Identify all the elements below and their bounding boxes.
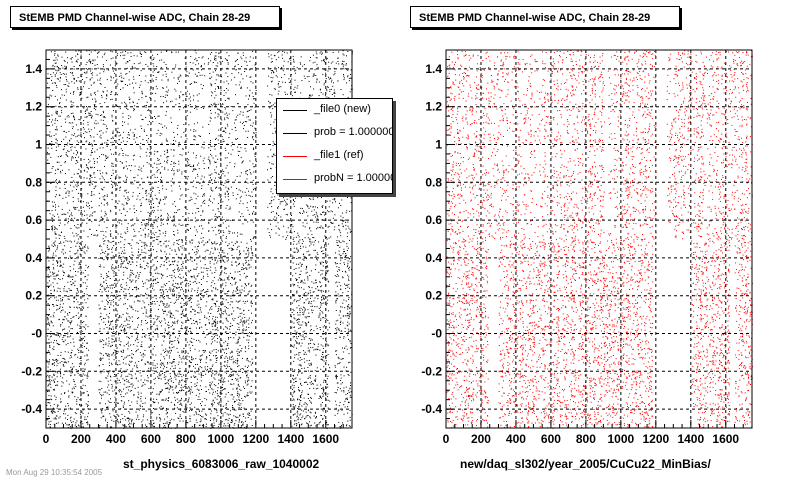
right-y-tick-label-4: 0.4	[425, 251, 442, 265]
left-legend: _file0 (new) prob = 1.000000 _file1 (ref…	[276, 98, 393, 194]
right-y-tick-label-9: 1.4	[425, 62, 442, 76]
right-x-tick-label-800: 800	[576, 432, 596, 446]
left-y-tick-label-9: 1.4	[25, 62, 42, 76]
right-x-tick-label-1000: 1000	[608, 432, 635, 446]
legend-swatch-probn	[283, 179, 307, 180]
right-x-tick-label-1200: 1200	[642, 432, 669, 446]
right-y-tick-label-2: -0	[431, 327, 442, 341]
right-x-tick-label-0: 0	[443, 432, 450, 446]
right-x-tick-label-1400: 1400	[677, 432, 704, 446]
legend-entry-file0: _file0 (new)	[277, 99, 392, 122]
left-y-tick-label-1: -0.2	[21, 364, 42, 378]
left-x-tick-label-1200: 1200	[242, 432, 269, 446]
legend-label-probn: probN = 1.000000	[314, 172, 392, 184]
right-y-tick-label-3: 0.2	[425, 289, 442, 303]
left-y-tick-label-5: 0.6	[25, 213, 42, 227]
legend-entry-file1: _file1 (ref)	[277, 145, 392, 168]
right-x-axis-title: new/daq_sl302/year_2005/CuCu22_MinBias/	[460, 457, 711, 471]
legend-label-file1: _file1 (ref)	[314, 149, 364, 161]
right-plot-frame	[445, 49, 753, 429]
right-y-tick-label-5: 0.6	[425, 213, 442, 227]
right-chart-title: StEMB PMD Channel-wise ADC, Chain 28-29	[410, 6, 680, 28]
legend-swatch-file1	[283, 156, 307, 157]
legend-entry-probn: probN = 1.000000	[277, 168, 392, 191]
right-x-tick-label-600: 600	[541, 432, 561, 446]
left-x-tick-label-1000: 1000	[208, 432, 235, 446]
left-y-tick-label-3: 0.2	[25, 289, 42, 303]
right-x-tick-label-1600: 1600	[712, 432, 739, 446]
right-y-tick-label-8: 1.2	[425, 100, 442, 114]
legend-swatch-file0	[283, 110, 307, 111]
left-x-tick-label-200: 200	[71, 432, 91, 446]
left-chart-title: StEMB PMD Channel-wise ADC, Chain 28-29	[10, 6, 280, 28]
right-y-tick-label-6: 0.8	[425, 175, 442, 189]
right-y-tick-label-0: -0.4	[421, 402, 442, 416]
left-scatter-plot: 0 200 400 600 800 1000 1200 1400 1600 -0.4 -0.2 -0 0…	[21, 49, 353, 446]
legend-label-file0: _file0 (new)	[314, 103, 371, 115]
legend-entry-prob: prob = 1.000000	[277, 122, 392, 145]
left-x-tick-label-400: 400	[106, 432, 126, 446]
left-y-tick-label-7: 1	[35, 138, 42, 152]
left-y-tick-label-2: -0	[31, 327, 42, 341]
left-x-tick-label-0: 0	[43, 432, 50, 446]
left-x-tick-label-1400: 1400	[277, 432, 304, 446]
right-scatter-plot: 0 200 400 600 800 1000 1200 1400 1600 -0.4 -0.2 -0 0…	[421, 49, 753, 446]
right-x-tick-label-400: 400	[506, 432, 526, 446]
timestamp: Mon Aug 29 10:35:54 2005	[6, 468, 103, 477]
right-grid	[446, 50, 752, 428]
left-y-tick-label-4: 0.4	[25, 251, 42, 265]
left-y-tick-label-6: 0.8	[25, 175, 42, 189]
left-x-axis-title: st_physics_6083006_raw_1040002	[123, 457, 320, 471]
left-y-tick-label-8: 1.2	[25, 100, 42, 114]
right-y-tick-label-1: -0.2	[421, 364, 442, 378]
left-x-tick-label-800: 800	[176, 432, 196, 446]
legend-label-prob: prob = 1.000000	[314, 126, 393, 138]
left-x-tick-label-1600: 1600	[312, 432, 339, 446]
right-scatter-points	[446, 50, 753, 429]
right-y-tick-label-7: 1	[435, 138, 442, 152]
legend-swatch-prob	[283, 133, 307, 134]
left-y-tick-label-0: -0.4	[21, 402, 42, 416]
right-x-tick-label-200: 200	[471, 432, 491, 446]
left-x-tick-label-600: 600	[141, 432, 161, 446]
